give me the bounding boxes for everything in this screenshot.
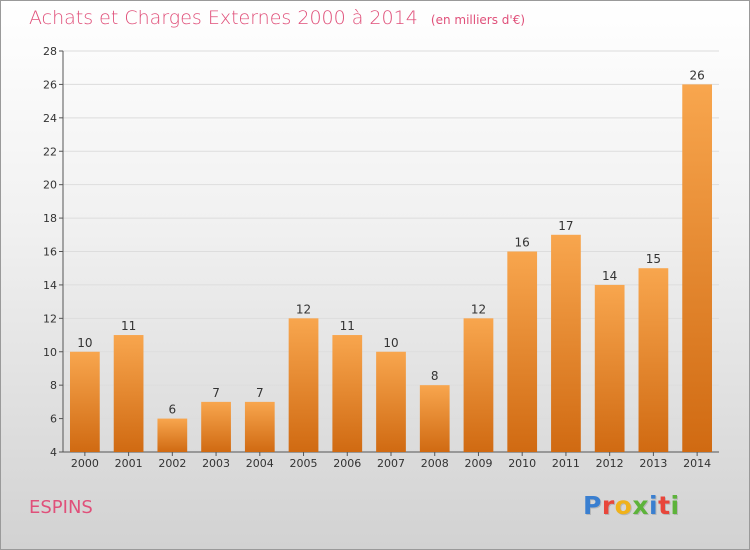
value-label-2006: 11 [340, 319, 355, 333]
value-label-2014: 26 [689, 68, 704, 82]
y-tick-label: 26 [43, 78, 57, 91]
x-tick-label-2010: 2010 [508, 457, 536, 470]
value-label-2000: 10 [77, 336, 92, 350]
value-label-2003: 7 [212, 386, 220, 400]
value-label-2001: 11 [121, 319, 136, 333]
x-tick-label-2002: 2002 [158, 457, 186, 470]
x-tick-label-2014: 2014 [683, 457, 711, 470]
x-tick-label-2009: 2009 [464, 457, 492, 470]
value-label-2012: 14 [602, 269, 617, 283]
bar-2010 [507, 251, 538, 452]
y-tick-label: 20 [43, 179, 57, 192]
x-tick-label-2012: 2012 [596, 457, 624, 470]
bar-2008 [419, 385, 450, 452]
bar-2006 [332, 335, 363, 452]
value-label-2010: 16 [515, 236, 530, 250]
bar-2003 [201, 401, 231, 452]
bar-2001 [113, 335, 144, 452]
axes: 4 6 8 10 12 14 16 18 20 22 24 26 28 2000 2001 2002 2003 2… [43, 45, 719, 470]
logo-letter: t [658, 491, 671, 520]
value-label-2008: 8 [431, 369, 439, 383]
value-label-2011: 17 [558, 219, 573, 233]
value-label-2013: 15 [646, 252, 661, 266]
x-tick-label-2007: 2007 [377, 457, 405, 470]
chart-unit: (en milliers d'€) [430, 13, 526, 27]
x-tick-label-2004: 2004 [246, 457, 274, 470]
logo-letter: i [670, 491, 680, 520]
value-label-2005: 12 [296, 302, 311, 316]
x-tick-label-2008: 2008 [421, 457, 449, 470]
value-labels: 10 11 6 7 7 12 11 10 8 12 16 17 14 15 26 [77, 68, 705, 416]
bar-2000 [69, 351, 100, 452]
bar-2007 [376, 351, 406, 452]
y-tick-label: 18 [43, 212, 57, 225]
logo-letter: i [649, 491, 659, 520]
bar-2011 [551, 234, 581, 452]
x-tick-label-2001: 2001 [115, 457, 143, 470]
bar-2012 [594, 284, 625, 452]
value-label-2002: 6 [169, 403, 177, 417]
y-tick-label: 22 [43, 145, 57, 158]
x-tick-label-2000: 2000 [71, 457, 99, 470]
logo-letter: x [632, 491, 649, 520]
y-tick-label: 10 [43, 346, 57, 359]
y-tick-label: 14 [43, 279, 57, 292]
y-tick-label: 8 [50, 379, 57, 392]
y-tick-label: 28 [43, 45, 57, 58]
bars [69, 84, 713, 453]
x-tick-label-2013: 2013 [639, 457, 667, 470]
bar-2005 [288, 318, 319, 452]
bar-2013 [638, 268, 669, 452]
place-name: ESPINS [29, 497, 93, 518]
x-tick-label-2006: 2006 [333, 457, 361, 470]
x-tick-label-2011: 2011 [552, 457, 580, 470]
proxiti-logo: Proxiti [583, 491, 680, 520]
logo-letter: o [614, 491, 633, 520]
y-tick-label: 4 [50, 446, 57, 459]
title-row: Achats et Charges Externes 2000 à 2014 (… [29, 7, 525, 29]
bar-2004 [244, 401, 275, 452]
y-tick-label: 16 [43, 246, 57, 259]
x-tick-label-2005: 2005 [290, 457, 318, 470]
chart-title: Achats et Charges Externes 2000 à 2014 [29, 7, 418, 29]
y-tick-label: 6 [50, 413, 57, 426]
y-tick-label: 24 [43, 112, 57, 125]
x-tick-label-2003: 2003 [202, 457, 230, 470]
logo-letter: r [601, 491, 615, 520]
y-tick-label: 12 [43, 312, 57, 325]
value-label-2007: 10 [383, 336, 398, 350]
bar-2002 [157, 418, 188, 452]
bar-2014 [682, 84, 713, 453]
logo-letter: P [583, 491, 602, 520]
bar-2009 [463, 318, 494, 452]
value-label-2009: 12 [471, 302, 486, 316]
value-label-2004: 7 [256, 386, 264, 400]
